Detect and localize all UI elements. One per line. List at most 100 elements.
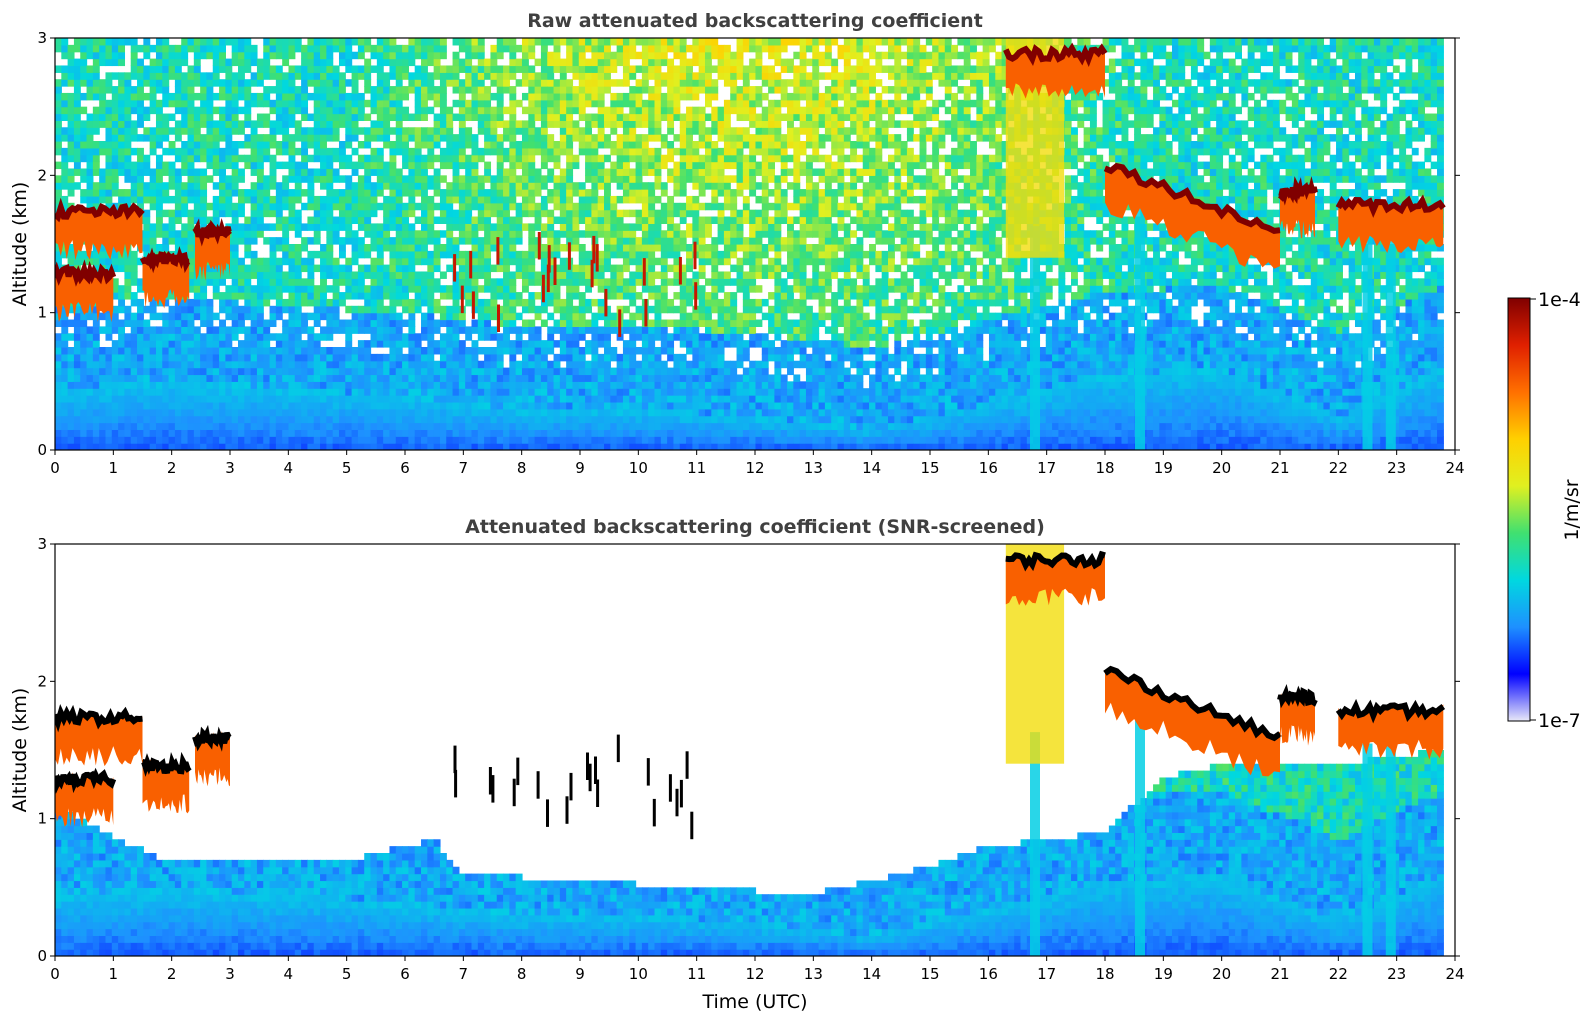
heatmap-cell [231, 257, 239, 266]
heatmap-cell [559, 92, 567, 101]
heatmap-cell [80, 333, 88, 341]
heatmap-cell [503, 381, 510, 389]
heatmap-cell [585, 86, 592, 94]
heatmap-cell [67, 436, 75, 444]
heatmap-cell [660, 333, 668, 341]
heatmap-cell [503, 374, 510, 382]
heatmap-cell [338, 326, 346, 334]
heatmap-cell [458, 38, 466, 46]
heatmap-cell [118, 113, 126, 121]
heatmap-cell [307, 65, 315, 73]
heatmap-cell [86, 154, 94, 163]
heatmap-cell [465, 360, 473, 369]
heatmap-cell [610, 79, 618, 87]
heatmap-cell [105, 422, 113, 430]
heatmap-cell [219, 44, 226, 53]
heatmap-cell [307, 360, 315, 369]
heatmap-cell [402, 381, 409, 389]
heatmap-cell [174, 209, 182, 218]
heatmap-cell [604, 388, 611, 396]
heatmap-cell [559, 230, 567, 238]
heatmap-cell [534, 223, 542, 231]
heatmap-cell [149, 230, 157, 238]
heatmap-cell [597, 92, 605, 101]
heatmap-cell [288, 278, 296, 286]
heatmap-cell [244, 154, 252, 163]
heatmap-cell [521, 305, 529, 314]
heatmap-cell [566, 292, 574, 300]
heatmap-cell [320, 422, 327, 430]
heatmap-cell [288, 285, 296, 293]
heatmap-cell [654, 347, 662, 355]
heatmap-cell [124, 422, 132, 430]
heatmap-cell [320, 312, 327, 321]
heatmap-cell [244, 408, 252, 417]
heatmap-cell [622, 44, 630, 53]
heatmap-cell [282, 347, 290, 355]
heatmap-cell [105, 154, 113, 163]
heatmap-cell [629, 353, 637, 362]
heatmap-cell [313, 408, 321, 417]
heatmap-cell [313, 106, 321, 115]
heatmap-cell [572, 422, 580, 430]
heatmap-cell [515, 65, 523, 73]
heatmap-cell [263, 113, 271, 121]
heatmap-cell [616, 353, 624, 362]
heatmap-cell [654, 147, 662, 156]
heatmap-cell [269, 312, 277, 321]
heatmap-cell [301, 202, 309, 211]
heatmap-cell [629, 154, 637, 163]
heatmap-cell [149, 326, 157, 334]
heatmap-cell [263, 443, 271, 450]
heatmap-cell [338, 86, 346, 94]
heatmap-cell [376, 360, 384, 369]
heatmap-cell [111, 285, 119, 293]
heatmap-cell [477, 86, 485, 94]
heatmap-cell [395, 58, 403, 67]
heatmap-cell [155, 65, 163, 73]
heatmap-cell [326, 92, 334, 101]
heatmap-cell [484, 72, 492, 80]
heatmap-cell [55, 319, 62, 327]
heatmap-cell [610, 223, 618, 231]
heatmap-cell [130, 86, 138, 94]
heatmap-cell [61, 360, 69, 369]
heatmap-cell [452, 113, 460, 121]
heatmap-cell [439, 79, 447, 87]
heatmap-cell [67, 51, 75, 60]
heatmap-cell [389, 72, 397, 80]
heatmap-cell [471, 443, 479, 450]
heatmap-cell [219, 333, 226, 341]
heatmap-cell [660, 388, 668, 396]
heatmap-cell [370, 305, 378, 314]
heatmap-cell [294, 312, 302, 321]
heatmap-cell [212, 271, 220, 279]
heatmap-cell [427, 381, 435, 389]
heatmap-cell [288, 360, 296, 369]
heatmap-cell [477, 147, 485, 156]
heatmap-cell [357, 436, 365, 444]
heatmap-cell [484, 237, 492, 245]
heatmap-cell [496, 92, 504, 101]
heatmap-cell [414, 147, 422, 156]
heatmap-cell [351, 429, 359, 437]
heatmap-cell [219, 292, 226, 300]
heatmap-cell [414, 298, 422, 307]
heatmap-cell [610, 175, 618, 183]
heatmap-cell [521, 436, 529, 444]
heatmap-cell [206, 51, 214, 60]
heatmap-cell [61, 429, 69, 437]
heatmap-cell [174, 443, 182, 450]
heatmap-cell [124, 106, 132, 115]
heatmap-cell [250, 347, 258, 355]
heatmap-cell [635, 381, 643, 389]
heatmap-cell [55, 92, 62, 101]
heatmap-cell [528, 86, 536, 94]
heatmap-cell [433, 127, 441, 135]
heatmap-cell [572, 51, 580, 60]
heatmap-cell [111, 340, 119, 348]
heatmap-cell [578, 408, 586, 417]
heatmap-cell [503, 292, 510, 300]
heatmap-cell [225, 182, 233, 190]
heatmap-cell [471, 257, 479, 266]
